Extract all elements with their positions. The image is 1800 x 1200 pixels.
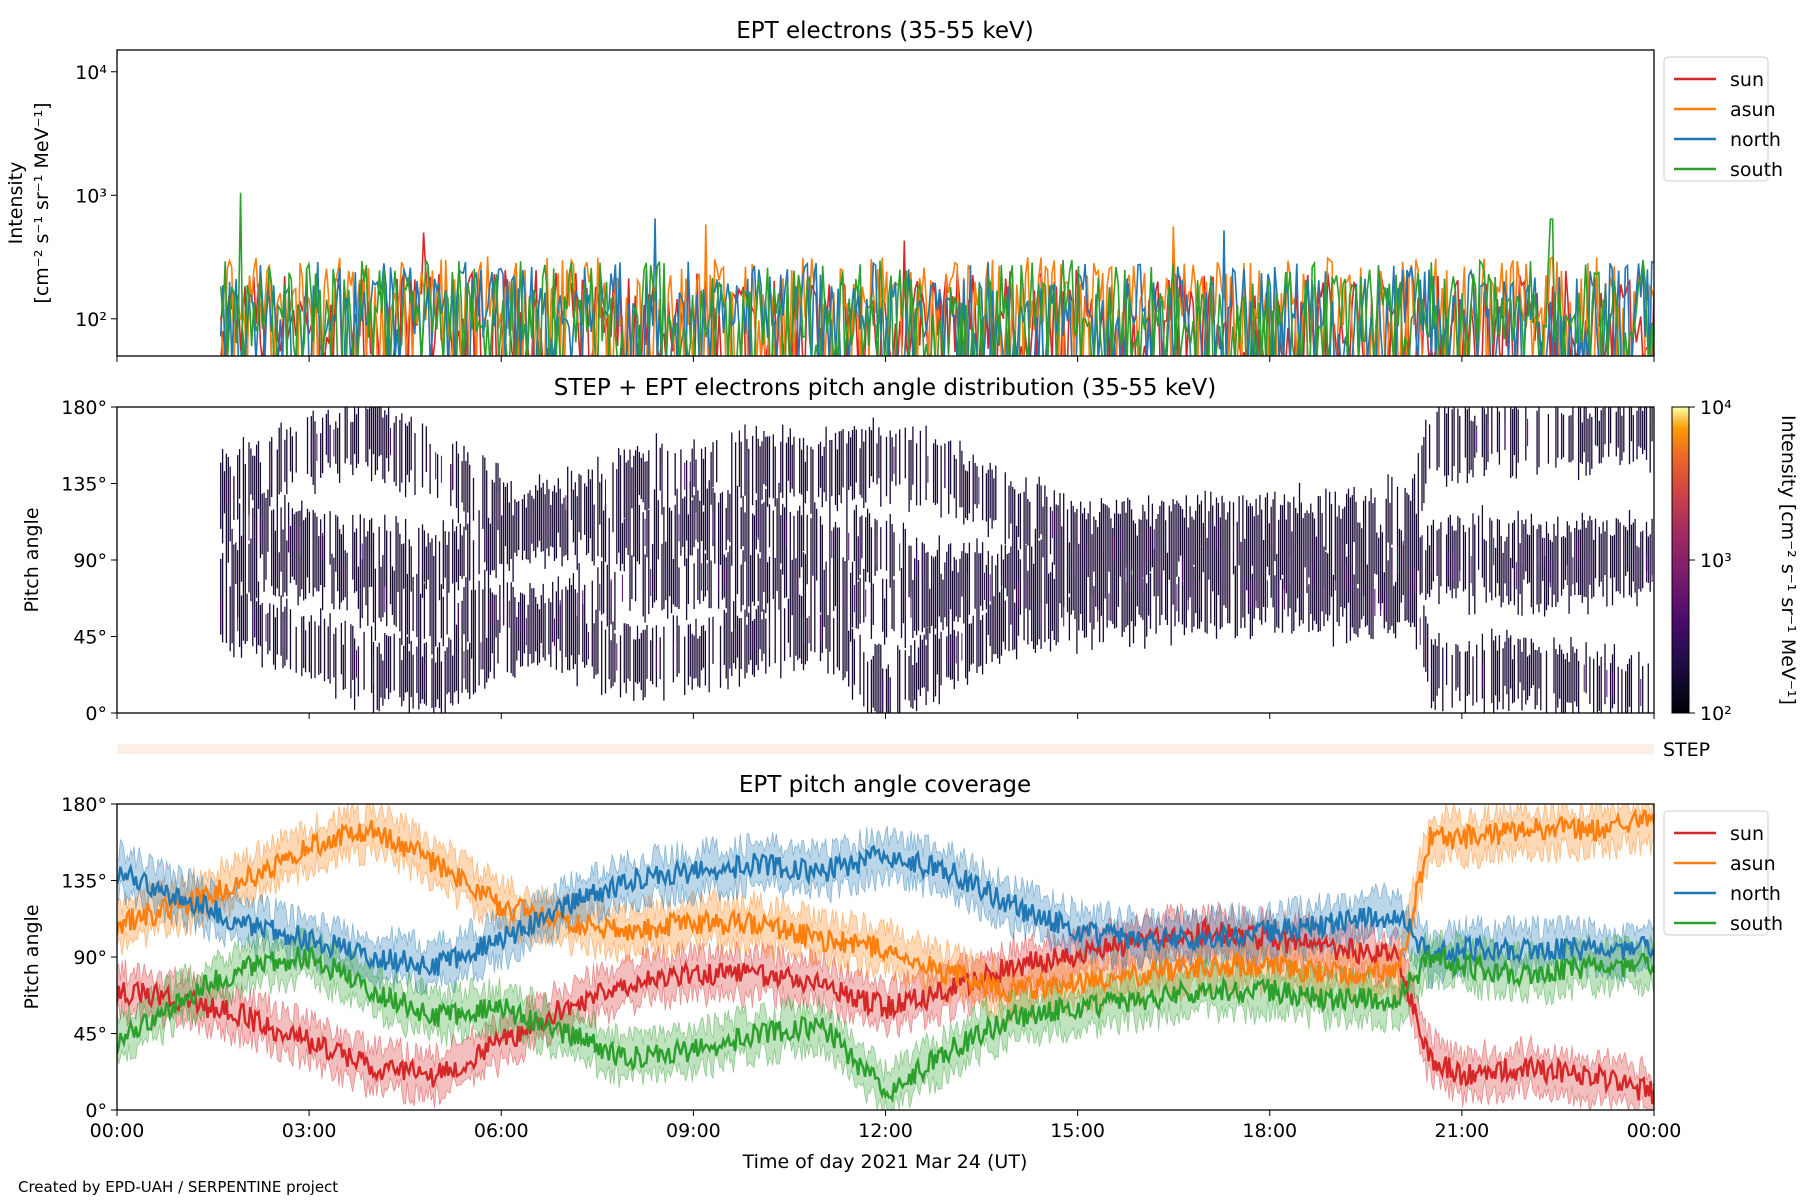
colorbar-tick-label: 10⁴ xyxy=(1700,397,1732,419)
intensity-panel: EPT electrons (35-55 keV) 10² 10³ 10⁴ Inte… xyxy=(5,18,1783,362)
pitch-angle-tick-label: 180° xyxy=(61,397,107,419)
panel1-ytick-label: 10³ xyxy=(75,185,107,207)
pitch-angle-tick-label: 90° xyxy=(73,550,107,572)
panel1-y-ticks: 10² 10³ 10⁴ xyxy=(75,62,117,331)
coverage-band-south xyxy=(117,927,1654,1110)
legend-label-sun: sun xyxy=(1730,823,1764,845)
legend-label-asun: asun xyxy=(1730,853,1776,875)
x-tick-label: 09:00 xyxy=(666,1120,721,1142)
x-tick-label: 18:00 xyxy=(1242,1120,1297,1142)
pitch-angle-tick-label: 0° xyxy=(85,703,107,725)
colorbar-label: Intensity [cm⁻² s⁻¹ sr⁻¹ MeV⁻¹] xyxy=(1777,415,1799,705)
panel1-ylabel-line2: [cm⁻² s⁻¹ sr⁻¹ MeV⁻¹] xyxy=(31,102,53,303)
x-tick-label: 06:00 xyxy=(474,1120,529,1142)
panel1-ytick-label: 10² xyxy=(75,309,107,331)
legend-box xyxy=(1663,56,1769,182)
legend-label-asun: asun xyxy=(1730,99,1776,121)
coverage-line-asun xyxy=(117,808,1654,1004)
legend-label-north: north xyxy=(1730,129,1781,151)
panel3-y-ticks: 0° 45° 90° 135° 180° xyxy=(61,794,117,1122)
pitch-angle-tick-label: 45° xyxy=(73,627,107,649)
colorbar-tick-label: 10³ xyxy=(1700,550,1732,572)
x-tick-label: 03:00 xyxy=(282,1120,337,1142)
panel3-legend: sun asun north south xyxy=(1663,810,1783,936)
pitch-angle-tick-label: 135° xyxy=(61,871,107,893)
x-tick-label: 21:00 xyxy=(1434,1120,1489,1142)
pitch-angle-tick-label: 45° xyxy=(73,1024,107,1046)
coverage-band-north xyxy=(117,825,1654,997)
coverage-line-north xyxy=(117,844,1654,977)
panel2-ylabel: Pitch angle xyxy=(21,507,43,612)
x-tick-label: 12:00 xyxy=(858,1120,913,1142)
coverage-line-south xyxy=(117,945,1654,1104)
panel1-ylabel-line1: Intensity xyxy=(5,162,27,245)
panel1-legend: sun asun north south xyxy=(1663,56,1783,182)
panel2-title: STEP + EPT electrons pitch angle distrib… xyxy=(554,375,1216,401)
panel1-title: EPT electrons (35-55 keV) xyxy=(736,18,1033,44)
legend-label-south: south xyxy=(1730,159,1783,181)
pitch-angle-coverage-panel: EPT pitch angle coverage 0° 45° 90° 135° 180… xyxy=(21,772,1783,1173)
legend-label-sun: sun xyxy=(1730,69,1764,91)
legend-label-north: north xyxy=(1730,883,1781,905)
step-label: STEP xyxy=(1663,739,1710,761)
pitch-angle-tick-label: 135° xyxy=(61,474,107,496)
x-tick-label: 00:00 xyxy=(90,1120,145,1142)
colorbar-ticks: 10² 10³ 10⁴ xyxy=(1689,397,1732,725)
panel3-title: EPT pitch angle coverage xyxy=(739,772,1031,798)
panel1-ytick-label: 10⁴ xyxy=(75,62,107,84)
colorbar xyxy=(1671,406,1690,714)
x-tick-label: 15:00 xyxy=(1050,1120,1105,1142)
pitch-angle-tick-label: 90° xyxy=(73,947,107,969)
colorbar-tick-label: 10² xyxy=(1700,703,1732,725)
panel3-ylabel: Pitch angle xyxy=(21,904,43,1009)
panel1-x-ticks xyxy=(116,356,1655,362)
intensity-series-group xyxy=(219,192,1654,356)
x-axis-label: Time of day 2021 Mar 24 (UT) xyxy=(742,1151,1028,1173)
legend-label-south: south xyxy=(1730,913,1783,935)
legend-box xyxy=(1663,810,1769,936)
panel2-y-ticks: 0° 45° 90° 135° 180° xyxy=(61,397,117,725)
x-tick-label: 00:00 xyxy=(1627,1120,1682,1142)
intensity-line-south xyxy=(219,192,1654,356)
coverage-line-sun xyxy=(117,915,1654,1105)
panel3-x-ticks: 00:00 03:00 06:00 09:00 12:00 15:00 18:00 21:00… xyxy=(90,1110,1682,1142)
credit-text: Created by EPD-UAH / SERPENTINE project xyxy=(18,1178,338,1196)
pad-heatmap-bright-cells xyxy=(220,418,1653,708)
pitch-angle-tick-label: 180° xyxy=(61,794,107,816)
coverage-series-group xyxy=(117,804,1654,1110)
pitch-angle-tick-label: 0° xyxy=(85,1100,107,1122)
pitch-angle-distribution-panel: STEP + EPT electrons pitch angle distrib… xyxy=(21,375,1799,761)
step-coverage-bar xyxy=(117,744,1654,754)
panel2-x-ticks xyxy=(116,713,1655,719)
pad-heatmap xyxy=(220,407,1653,713)
